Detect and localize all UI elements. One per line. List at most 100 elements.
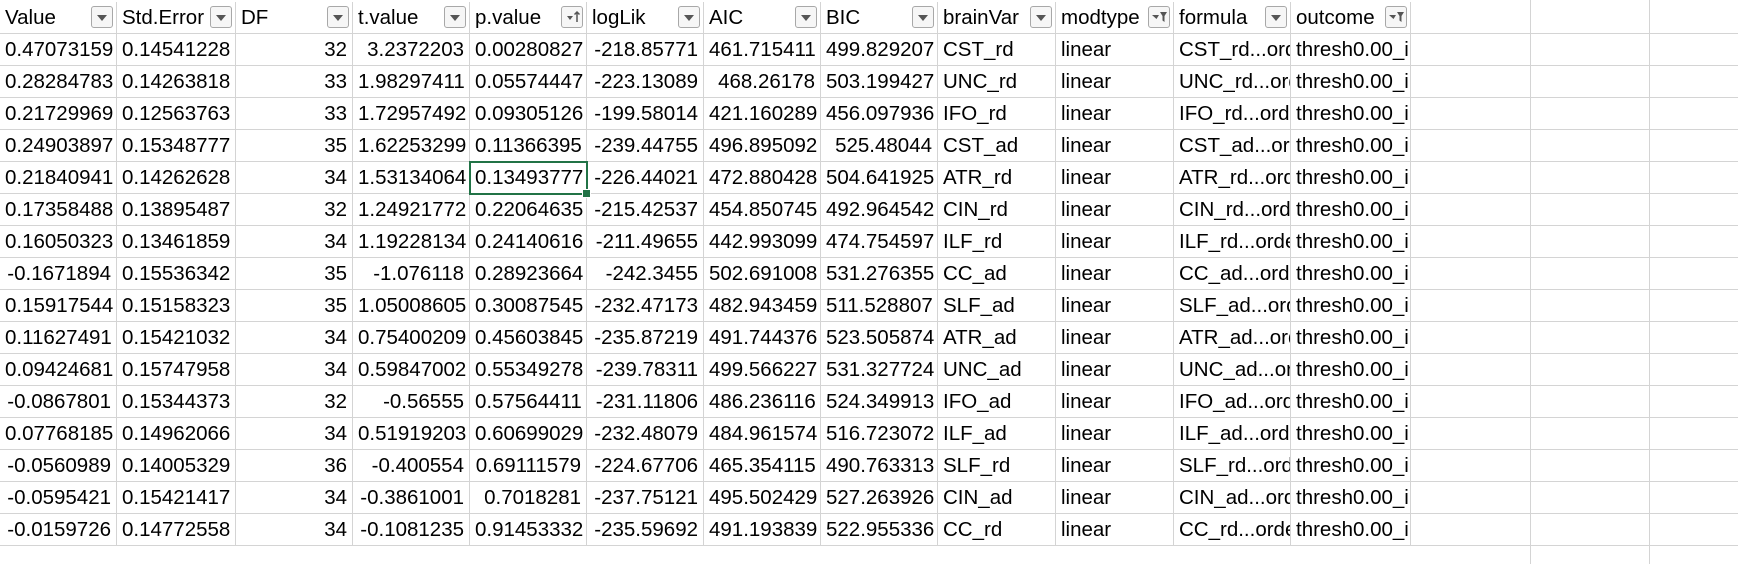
table-cell[interactable]: 0.13493777 [470,162,587,193]
table-cell[interactable]: thresh0.00_inatt_GE6_wp05 [1291,98,1411,129]
table-cell[interactable]: -215.42537 [587,194,704,225]
table-cell[interactable]: thresh0.00_inatt_GE6_wp05 [1291,386,1411,417]
table-cell[interactable]: -231.11806 [587,386,704,417]
filter-dropdown-icon[interactable] [678,6,700,28]
table-cell[interactable]: 34 [236,226,353,257]
table-cell[interactable]: CC_ad [938,258,1056,289]
filter-dropdown-icon[interactable] [912,6,934,28]
table-cell[interactable]: ATR_ad [938,322,1056,353]
table-cell[interactable]: linear [1056,258,1174,289]
table-cell[interactable]: 1.53134064 [353,162,470,193]
table-cell[interactable]: IFO_ad...order [1174,386,1291,417]
column-header-modtype[interactable]: modtype [1056,2,1174,33]
table-cell[interactable]: -0.400554 [353,450,470,481]
table-cell[interactable]: 0.14962066 [117,418,236,449]
table-cell[interactable]: 456.097936 [821,98,938,129]
table-cell[interactable]: 0.24903897 [0,130,117,161]
table-cell[interactable]: UNC_rd [938,66,1056,97]
table-cell[interactable]: CIN_ad [938,482,1056,513]
table-cell[interactable]: 503.199427 [821,66,938,97]
table-cell[interactable]: 531.327724 [821,354,938,385]
table-cell[interactable]: -224.67706 [587,450,704,481]
table-cell[interactable]: -239.44755 [587,130,704,161]
table-cell[interactable]: 468.26178 [704,66,821,97]
table-cell[interactable]: 0.05574447 [470,66,587,97]
table-cell[interactable]: 0.15421032 [117,322,236,353]
table-cell[interactable]: 504.641925 [821,162,938,193]
table-cell[interactable]: 525.48044 [821,130,938,161]
table-cell[interactable]: -232.48079 [587,418,704,449]
table-cell[interactable]: 0.21840941 [0,162,117,193]
table-cell[interactable]: 0.28284783 [0,66,117,97]
table-cell[interactable]: UNC_ad...order [1174,354,1291,385]
table-cell[interactable]: thresh0.00_inatt_GE6_wp05 [1291,258,1411,289]
table-cell[interactable]: 0.57564411 [470,386,587,417]
table-cell[interactable]: CC_ad...order [1174,258,1291,289]
table-cell[interactable]: thresh0.00_inatt_GE6_wp05 [1291,418,1411,449]
table-cell[interactable]: thresh0.00_inatt_GE6_wp05 [1291,482,1411,513]
table-cell[interactable]: -0.1671894 [0,258,117,289]
table-cell[interactable]: 1.24921772 [353,194,470,225]
table-cell[interactable]: 0.14772558 [117,514,236,545]
table-cell[interactable]: 0.17358488 [0,194,117,225]
table-cell[interactable]: 491.744376 [704,322,821,353]
table-cell[interactable]: CC_rd...order [1174,514,1291,545]
column-header-std-error[interactable]: Std.Error [117,2,236,33]
table-cell[interactable]: 0.59847002 [353,354,470,385]
table-cell[interactable]: 523.505874 [821,322,938,353]
table-cell[interactable]: linear [1056,354,1174,385]
table-cell[interactable]: -223.13089 [587,66,704,97]
table-cell[interactable]: -0.1081235 [353,514,470,545]
table-cell[interactable]: 0.22064635 [470,194,587,225]
table-cell[interactable]: 0.60699029 [470,418,587,449]
table-cell[interactable]: 0.45603845 [470,322,587,353]
table-cell[interactable]: IFO_ad [938,386,1056,417]
table-cell[interactable]: 1.62253299 [353,130,470,161]
table-cell[interactable]: 34 [236,162,353,193]
table-cell[interactable]: 1.19228134 [353,226,470,257]
table-cell[interactable]: 499.829207 [821,34,938,65]
table-cell[interactable]: 0.21729969 [0,98,117,129]
table-cell[interactable]: 0.91453332 [470,514,587,545]
table-cell[interactable]: -0.0595421 [0,482,117,513]
table-cell[interactable]: ILF_rd [938,226,1056,257]
table-cell[interactable]: UNC_rd...order [1174,66,1291,97]
column-header-aic[interactable]: AIC [704,2,821,33]
table-cell[interactable]: -199.58014 [587,98,704,129]
table-cell[interactable]: 0.11627491 [0,322,117,353]
table-cell[interactable]: 0.7018281 [470,482,587,513]
table-cell[interactable]: 0.15421417 [117,482,236,513]
table-cell[interactable]: 0.12563763 [117,98,236,129]
table-cell[interactable]: thresh0.00_inatt_GE6_wp05 [1291,194,1411,225]
empty-columns[interactable] [1411,0,1738,564]
table-cell[interactable]: 3.2372203 [353,34,470,65]
table-cell[interactable]: 34 [236,322,353,353]
table-cell[interactable]: ATR_rd...order [1174,162,1291,193]
table-cell[interactable]: linear [1056,34,1174,65]
table-cell[interactable]: thresh0.00_inatt_GE6_wp05 [1291,226,1411,257]
column-header-t-value[interactable]: t.value [353,2,470,33]
table-cell[interactable]: 472.880428 [704,162,821,193]
table-cell[interactable]: 0.16050323 [0,226,117,257]
table-cell[interactable]: 0.14541228 [117,34,236,65]
table-cell[interactable]: CC_rd [938,514,1056,545]
table-cell[interactable]: 0.14263818 [117,66,236,97]
table-cell[interactable]: CST_ad...order [1174,130,1291,161]
table-cell[interactable]: -232.47173 [587,290,704,321]
table-cell[interactable]: -242.3455 [587,258,704,289]
table-cell[interactable]: linear [1056,194,1174,225]
column-header-outcome[interactable]: outcome [1291,2,1411,33]
table-cell[interactable]: 0.00280827 [470,34,587,65]
table-cell[interactable]: 0.75400209 [353,322,470,353]
table-cell[interactable]: 34 [236,482,353,513]
table-cell[interactable]: 0.55349278 [470,354,587,385]
table-cell[interactable]: 1.05008605 [353,290,470,321]
filter-dropdown-icon[interactable] [1265,6,1287,28]
table-cell[interactable]: ATR_rd [938,162,1056,193]
filter-dropdown-icon[interactable] [1030,6,1052,28]
table-cell[interactable]: CIN_rd...order [1174,194,1291,225]
table-cell[interactable]: thresh0.00_inatt_GE6_wp05 [1291,66,1411,97]
table-cell[interactable]: 0.09424681 [0,354,117,385]
table-cell[interactable]: 491.193839 [704,514,821,545]
table-cell[interactable]: -239.78311 [587,354,704,385]
